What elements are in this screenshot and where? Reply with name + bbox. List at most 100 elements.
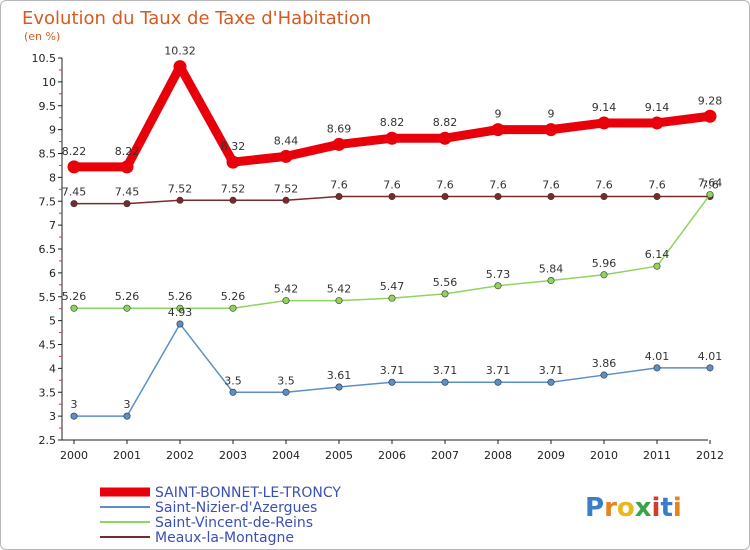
data-label: 5.42	[327, 283, 352, 296]
y-tick-label: 5	[49, 315, 56, 328]
data-label: 3.71	[539, 364, 564, 377]
data-label: 8.69	[327, 122, 352, 135]
data-point	[706, 364, 714, 372]
data-label: 5.26	[168, 290, 193, 303]
data-label: 9	[495, 108, 502, 121]
y-tick-label: 4.5	[39, 339, 57, 352]
axes: 2.533.544.555.566.577.588.599.51010.5200…	[32, 52, 725, 462]
data-point	[335, 383, 343, 391]
data-point	[229, 196, 237, 204]
data-label: 7.6	[436, 178, 454, 191]
data-point	[70, 304, 78, 312]
data-point	[653, 364, 661, 372]
data-point	[67, 160, 81, 174]
data-point	[441, 192, 449, 200]
data-point	[335, 192, 343, 200]
data-point	[494, 282, 502, 290]
legend: SAINT-BONNET-LE-TRONCYSaint-Nizier-d'Aze…	[100, 485, 341, 546]
data-label: 7.6	[489, 178, 507, 191]
data-label: 10.32	[164, 45, 196, 58]
data-label: 8.82	[380, 116, 405, 129]
data-label: 5.26	[221, 290, 246, 303]
data-point	[703, 109, 717, 123]
x-tick-label: 2011	[643, 449, 671, 462]
data-label: 7.6	[701, 178, 719, 191]
data-label: 9.14	[592, 101, 617, 114]
data-label: 9.28	[698, 94, 723, 107]
data-label: 5.47	[380, 280, 405, 293]
data-label: 4.93	[168, 306, 193, 319]
brand-letter: i	[652, 493, 661, 523]
y-tick-label: 8	[49, 171, 56, 184]
brand-letter: P	[585, 493, 604, 523]
y-tick-label: 9	[49, 124, 56, 137]
legend-label: Saint-Nizier-d'Azergues	[155, 500, 317, 516]
series-1: 3 3 4.93 3.5 3.5 3.61 3.71 3.71 3.71 3.71 3.86 4.01…	[71, 306, 723, 420]
data-point	[123, 412, 131, 420]
data-label: 3.5	[224, 374, 242, 387]
brand-letter: x	[635, 493, 652, 523]
data-label: 3.5	[277, 374, 295, 387]
y-tick-label: 6	[49, 267, 56, 280]
data-label: 5.73	[486, 268, 511, 281]
data-point	[706, 191, 714, 199]
chart-subtitle: (en %)	[24, 30, 60, 43]
y-tick-label: 7.5	[39, 195, 57, 208]
data-label: 7.6	[383, 178, 401, 191]
data-label: 9.14	[645, 101, 670, 114]
data-label: 6.14	[645, 248, 670, 261]
data-point	[176, 304, 184, 312]
data-label: 7.6	[648, 178, 666, 191]
legend-label: Saint-Vincent-de-Reins	[155, 515, 313, 531]
legend-label: SAINT-BONNET-LE-TRONCY	[155, 485, 341, 501]
brand-logo: Proxiti	[585, 493, 682, 523]
data-label: 8.22	[62, 145, 87, 158]
data-label: 5.96	[592, 257, 617, 270]
data-point	[120, 160, 134, 174]
y-tick-label: 3	[49, 410, 56, 423]
data-point	[600, 371, 608, 379]
data-point	[385, 131, 399, 145]
data-point	[494, 192, 502, 200]
data-label: 7.52	[168, 182, 193, 195]
data-point	[229, 304, 237, 312]
y-tick-label: 6.5	[39, 243, 57, 256]
series-layer: 7.45 7.45 7.52 7.52 7.52 7.6 7.6 7.6 7.6 7.6 7.6 7.…	[62, 45, 723, 420]
data-label: 3	[71, 398, 78, 411]
data-point	[547, 192, 555, 200]
data-label: 8.22	[115, 145, 140, 158]
data-point	[388, 294, 396, 302]
x-tick-label: 2007	[431, 449, 459, 462]
data-label: 3.71	[380, 364, 405, 377]
series-0: 8.22 8.22 10.32 8.32 8.44 8.69 8.82 8.82 9 9 9.14 9…	[62, 45, 723, 174]
data-point	[123, 200, 131, 208]
x-tick-label: 2003	[219, 449, 247, 462]
data-label: 7.45	[62, 186, 87, 199]
y-tick-label: 4	[49, 362, 56, 375]
data-label: 7.52	[274, 182, 299, 195]
data-point	[653, 192, 661, 200]
x-tick-label: 2012	[696, 449, 724, 462]
data-label: 8.82	[433, 116, 458, 129]
series-3: 7.45 7.45 7.52 7.52 7.52 7.6 7.6 7.6 7.6 7.6 7.6 7.…	[62, 178, 719, 208]
legend-label: Meaux-la-Montagne	[155, 530, 294, 546]
data-label: 4.01	[698, 350, 723, 363]
data-point	[547, 277, 555, 285]
y-tick-label: 8.5	[39, 148, 57, 161]
y-tick-label: 10	[42, 76, 56, 89]
data-label: 4.01	[645, 350, 670, 363]
data-label: 7.52	[221, 182, 246, 195]
data-point	[282, 196, 290, 204]
data-label: 5.42	[274, 283, 299, 296]
data-point	[173, 60, 187, 74]
brand-letter: i	[673, 493, 682, 523]
y-tick-label: 5.5	[39, 291, 57, 304]
data-point	[279, 149, 293, 163]
brand-letter: r	[604, 493, 617, 523]
data-point	[70, 200, 78, 208]
x-tick-label: 2005	[325, 449, 353, 462]
x-tick-label: 2002	[166, 449, 194, 462]
data-label: 7.45	[115, 186, 140, 199]
data-point	[597, 116, 611, 130]
x-tick-label: 2001	[113, 449, 141, 462]
